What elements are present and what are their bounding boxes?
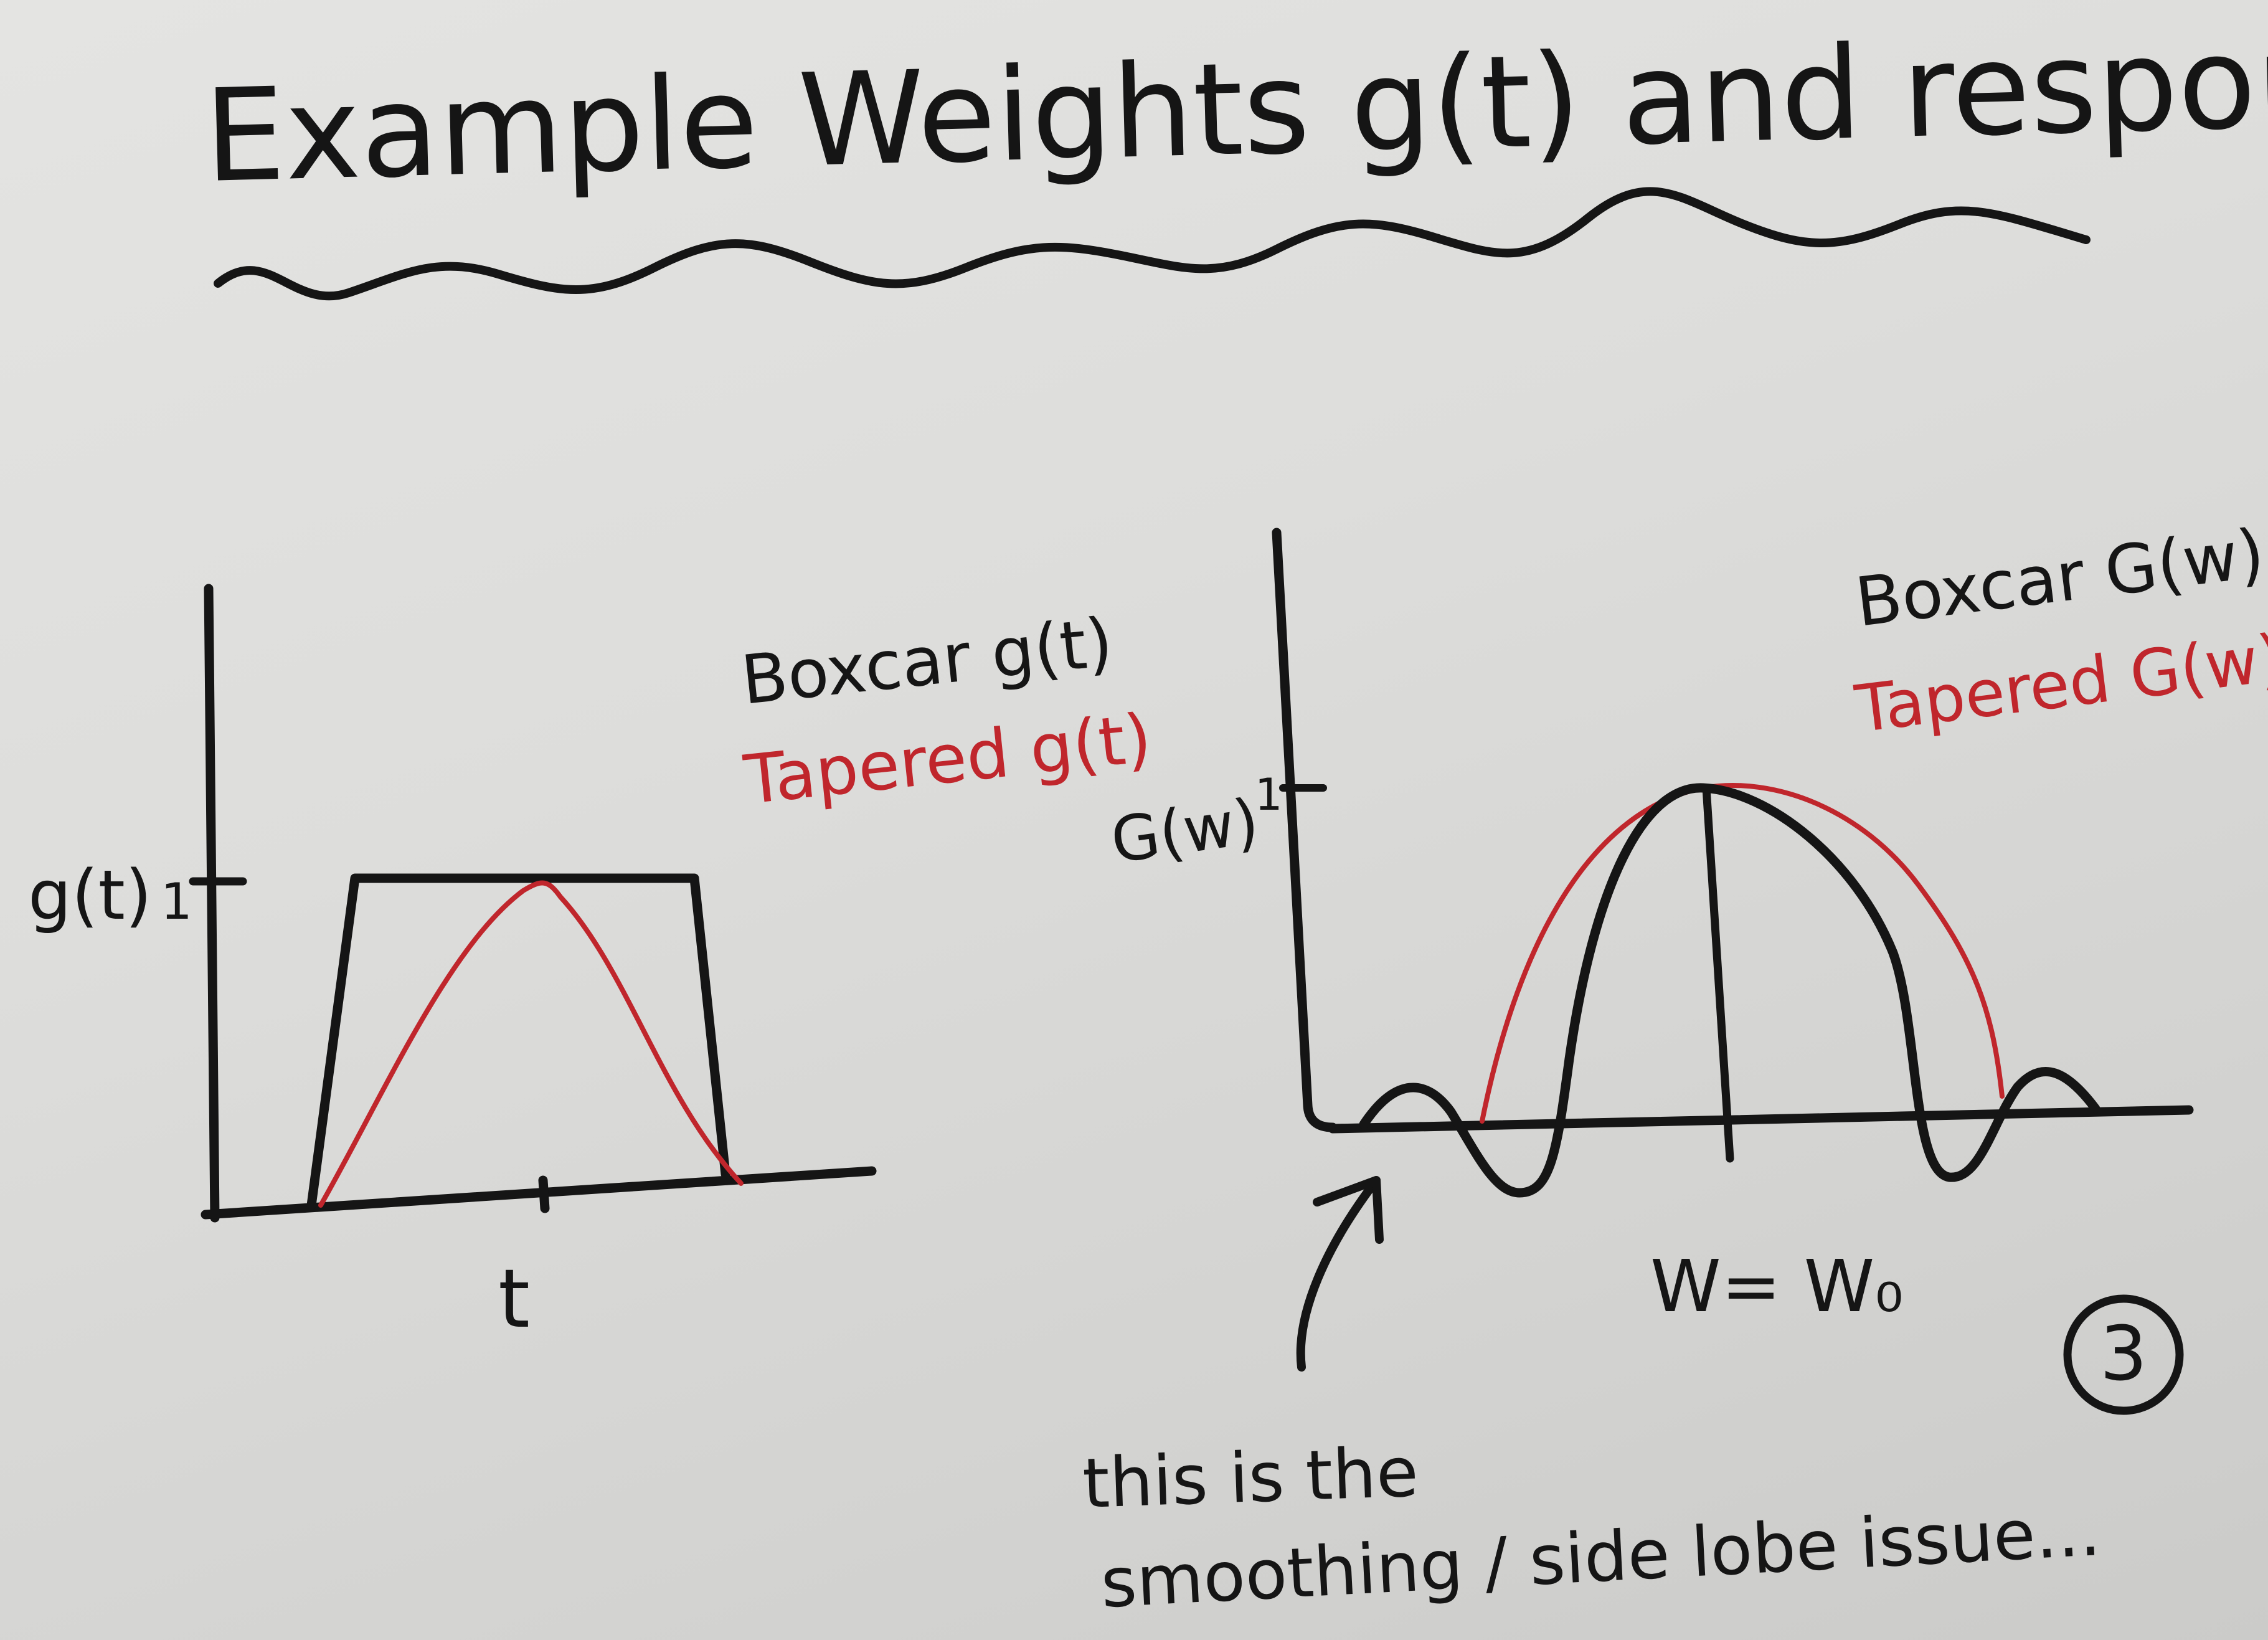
left-y-tick-label: 1	[161, 873, 192, 931]
left-x-axis	[201, 1166, 877, 1220]
page-number: 3	[2100, 1311, 2147, 1398]
left-x-tick	[538, 1175, 550, 1213]
right-plot: G(w) 1 W= W₀ Boxcar G(w) Tapered G(w)	[1107, 514, 2268, 1329]
title-wavy-underline	[214, 187, 2091, 301]
annotation-arrowhead	[1313, 1176, 1384, 1244]
left-y-axis	[204, 584, 220, 1223]
left-y-label: g(t)	[28, 855, 152, 935]
right-legend-tapered: Tapered G(w)	[1851, 620, 2268, 747]
right-x-label: W= W₀	[1650, 1245, 1903, 1329]
tapered-g-curve	[318, 880, 744, 1208]
page-number-badge: 3	[2063, 1294, 2184, 1415]
side-lobe-annotation: this is the smoothing / side lobe issue.…	[1081, 1176, 2102, 1623]
center-line-w0	[1702, 784, 1734, 1163]
boxcar-g-curve	[306, 873, 730, 1210]
left-legend-tapered: Tapered g(t)	[740, 699, 1155, 820]
page-number-circle	[2063, 1294, 2184, 1415]
boxcar-G-curve	[1359, 783, 2100, 1198]
right-y-label: G(w)	[1107, 785, 1263, 878]
annotation-line-1: this is the	[1081, 1432, 1419, 1524]
right-x-axis	[1328, 1105, 2194, 1134]
left-x-label: t	[498, 1251, 530, 1346]
left-legend-boxcar: Boxcar g(t)	[738, 604, 1117, 720]
right-y-tick-label: 1	[1255, 769, 1283, 820]
right-legend-boxcar: Boxcar G(w)	[1851, 514, 2268, 642]
annotation-arrow	[1296, 1176, 1381, 1372]
left-plot: g(t) 1 t Boxcar g(t) Tapered g(t)	[28, 584, 1155, 1346]
tapered-G-curve	[1480, 782, 2005, 1124]
right-y-axis	[1272, 528, 1338, 1132]
page-title: Example Weights g(t) and response functi…	[202, 0, 2268, 211]
